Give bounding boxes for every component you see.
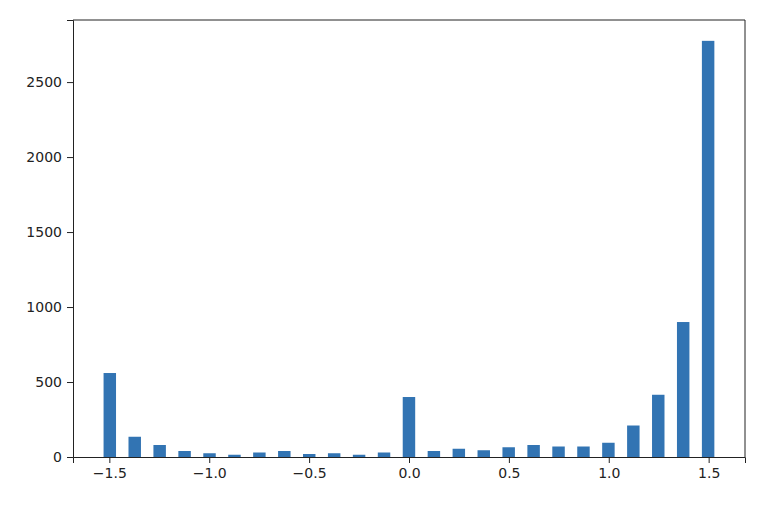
y-tick-label: 2500: [26, 74, 62, 90]
x-tick-mark: [609, 457, 610, 463]
histogram-bar: [515, 457, 527, 458]
x-tick-label: −0.5: [293, 465, 327, 481]
histogram-bar: [664, 457, 676, 458]
y-tick: 2500: [26, 74, 73, 90]
histogram-bar: [303, 454, 315, 457]
histogram-bar: [627, 426, 639, 457]
y-tick-mark: [67, 157, 73, 158]
axis-line: [74, 458, 746, 464]
histogram-bar: [552, 447, 564, 457]
histogram-bar: [478, 450, 490, 457]
histogram-bar: [340, 457, 352, 458]
x-tick-mark: [109, 457, 110, 463]
y-tick-mark: [67, 457, 73, 458]
histogram-bar: [415, 457, 427, 458]
y-tick-mark: [67, 82, 73, 83]
histogram-bar: [640, 457, 652, 458]
histogram-bar: [353, 455, 365, 457]
histogram-bar: [428, 451, 440, 457]
histogram-bar: [465, 457, 477, 458]
x-tick-mark: [509, 457, 510, 463]
histogram-bar: [453, 449, 465, 457]
x-tick-label: −1.0: [193, 465, 227, 481]
y-tick-label: 0: [53, 449, 62, 465]
bars: [104, 41, 715, 457]
histogram-bar: [328, 453, 340, 457]
axis-line: [67, 21, 74, 458]
histogram-bar: [216, 457, 228, 458]
histogram-bar: [141, 457, 153, 458]
x-tick: 1.5: [698, 457, 720, 481]
histogram-bar: [241, 457, 253, 458]
x-tick-label: −1.5: [93, 465, 127, 481]
y-tick-label: 1000: [26, 299, 62, 315]
histogram-bar: [702, 41, 714, 457]
y-tick-mark: [67, 382, 73, 383]
histogram-bar: [565, 457, 577, 458]
histogram-bar: [378, 453, 390, 457]
plot: −1.5 −1.0 −0.5 0.0 0.5 1.0 1.5 0 500 1000 1500 2000…: [26, 20, 745, 481]
histogram-bar: [315, 457, 327, 458]
histogram-bar: [540, 457, 552, 458]
histogram-bar: [266, 457, 278, 458]
x-tick: −0.5: [293, 457, 327, 481]
histogram-bar: [390, 457, 402, 458]
histogram-bar: [527, 445, 539, 457]
y-tick-label: 1500: [26, 224, 62, 240]
x-tick-label: 0.0: [398, 465, 420, 481]
y-axis: 0 500 1000 1500 2000 2500: [26, 21, 73, 465]
histogram-bar: [104, 373, 116, 457]
histogram-bar: [677, 322, 689, 457]
y-tick: 500: [35, 374, 73, 390]
histogram-bar: [652, 395, 664, 457]
x-tick-mark: [309, 457, 310, 463]
x-tick-label: 1.0: [598, 465, 620, 481]
frame-top: [73, 20, 745, 21]
y-tick: 1000: [26, 299, 73, 315]
histogram-bar: [502, 447, 514, 457]
histogram-bar: [191, 457, 203, 458]
histogram-bar: [577, 447, 589, 457]
x-tick: 0.0: [398, 457, 420, 481]
x-tick: −1.0: [193, 457, 227, 481]
x-tick-label: 0.5: [498, 465, 520, 481]
histogram-bar: [228, 455, 240, 457]
histogram-bar: [602, 443, 614, 457]
y-tick-label: 500: [35, 374, 62, 390]
x-tick-label: 1.5: [698, 465, 720, 481]
x-tick-mark: [209, 457, 210, 463]
y-tick: 1500: [26, 224, 73, 240]
chart: −1.5 −1.0 −0.5 0.0 0.5 1.0 1.5 0 500 1000 1500 2000…: [0, 0, 768, 506]
x-tick-mark: [709, 457, 710, 463]
y-tick: 0: [53, 449, 73, 465]
y-tick-mark: [67, 307, 73, 308]
x-tick: 1.0: [598, 457, 620, 481]
histogram-bar: [203, 453, 215, 457]
x-axis: −1.5 −1.0 −0.5 0.0 0.5 1.0 1.5: [74, 457, 746, 481]
histogram-bar: [440, 457, 452, 458]
histogram-bar: [291, 457, 303, 458]
histogram-bar: [153, 445, 165, 457]
x-tick: −1.5: [93, 457, 127, 481]
histogram-bar: [178, 451, 190, 457]
histogram-bar: [278, 451, 290, 457]
histogram-bar: [490, 457, 502, 458]
y-tick: 2000: [26, 149, 73, 165]
histogram-bar: [365, 457, 377, 458]
x-tick: 0.5: [498, 457, 520, 481]
histogram-bar: [615, 457, 627, 458]
histogram-bar: [253, 453, 265, 457]
histogram-bar: [128, 437, 140, 457]
y-tick-label: 2000: [26, 149, 62, 165]
x-tick-mark: [409, 457, 410, 463]
histogram-bar: [116, 457, 128, 458]
histogram-bar: [689, 457, 701, 458]
y-tick-mark: [67, 232, 73, 233]
histogram-bar: [166, 457, 178, 458]
histogram-bar: [590, 457, 602, 458]
histogram-bar: [403, 397, 415, 457]
frame-right: [745, 20, 746, 457]
